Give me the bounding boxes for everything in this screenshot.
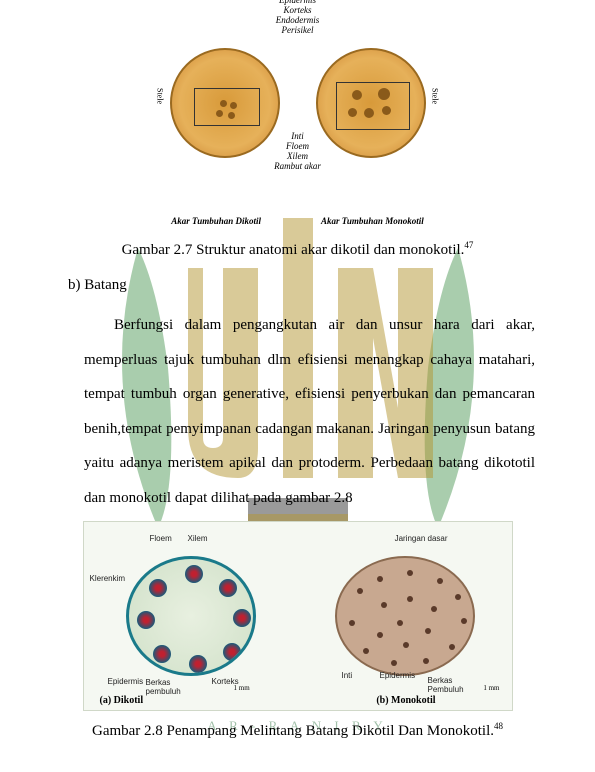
label-xilem: Xilem <box>188 534 208 543</box>
label-epidermis-m: Epidermis <box>380 671 416 680</box>
label-klerenkim: Klerenkim <box>90 574 126 583</box>
root-monokotil: Stele <box>316 48 426 158</box>
fig27-caption-text: Gambar 2.7 Struktur anatomi akar dikotil… <box>122 242 465 258</box>
fig27-subcaptions: Akar Tumbuhan Dikotil Akar Tumbuhan Mono… <box>60 216 535 226</box>
figure-2-8: Floem Xilem Klerenkim Epidermis Berkas p… <box>60 521 535 740</box>
section-b-paragraph: Berfungsi dalam pengangkutan air dan uns… <box>84 308 535 515</box>
fig27-diagram: Epidermis Korteks Endodermis Perisikel S… <box>60 4 535 158</box>
label-epidermis-d: Epidermis <box>108 677 144 686</box>
section-b-batang: b) Batang Berfungsi dalam pengangkutan a… <box>60 277 535 515</box>
stele-box-left <box>194 88 260 126</box>
fig28-panel: Floem Xilem Klerenkim Epidermis Berkas p… <box>83 521 513 711</box>
fig28-monokotil-half: Jaringan dasar Inti Epidermis Berkas Pem… <box>298 522 512 710</box>
stem-monokotil <box>335 556 475 676</box>
fig28-subcaption-a: (a) Dikotil <box>100 695 144 706</box>
root-monokotil-circle <box>316 48 426 158</box>
label-jaringan-dasar: Jaringan dasar <box>395 534 448 543</box>
fig28-subcaption-b: (b) Monokotil <box>376 695 435 706</box>
stele-box-right <box>336 82 410 130</box>
fig27-footnote: 47 <box>464 240 473 250</box>
fig28-caption-text: Gambar 2.8 Penampang Melintang Batang Di… <box>92 723 494 739</box>
section-b-heading: b) Batang <box>68 277 535 294</box>
label-berkas-d: Berkas pembuluh <box>146 678 181 696</box>
caption-dikotil-root: Akar Tumbuhan Dikotil <box>171 216 261 226</box>
fig27-bottom-labels: Inti Floem Xilem Rambut akar <box>274 132 321 182</box>
fig27-top-labels: Epidermis Korteks Endodermis Perisikel <box>276 0 320 36</box>
stele-label-left: Stele <box>156 88 165 104</box>
fig28-dikotil-half: Floem Xilem Klerenkim Epidermis Berkas p… <box>84 522 298 710</box>
stele-label-right: Stele <box>431 88 440 104</box>
caption-monokotil-root: Akar Tumbuhan Monokotil <box>321 216 424 226</box>
root-dikotil: Stele <box>170 48 280 158</box>
label-rambut: Rambut akar <box>274 162 321 172</box>
root-dikotil-circle <box>170 48 280 158</box>
label-inti-m: Inti <box>342 671 353 680</box>
fig28-footnote: 48 <box>494 721 503 731</box>
label-floem: Floem <box>150 534 172 543</box>
scale-monokotil: 1 mm <box>483 684 499 692</box>
page-content: Epidermis Korteks Endodermis Perisikel S… <box>0 4 595 740</box>
stem-dikotil <box>126 556 256 676</box>
label-berkas-m: Berkas Pembuluh <box>428 676 464 694</box>
figure-2-7: Epidermis Korteks Endodermis Perisikel S… <box>60 4 535 259</box>
scale-dikotil: 1 mm <box>234 684 250 692</box>
fig28-caption: Gambar 2.8 Penampang Melintang Batang Di… <box>60 721 535 740</box>
label-perisikel: Perisikel <box>276 26 320 36</box>
fig27-caption: Gambar 2.7 Struktur anatomi akar dikotil… <box>60 240 535 259</box>
